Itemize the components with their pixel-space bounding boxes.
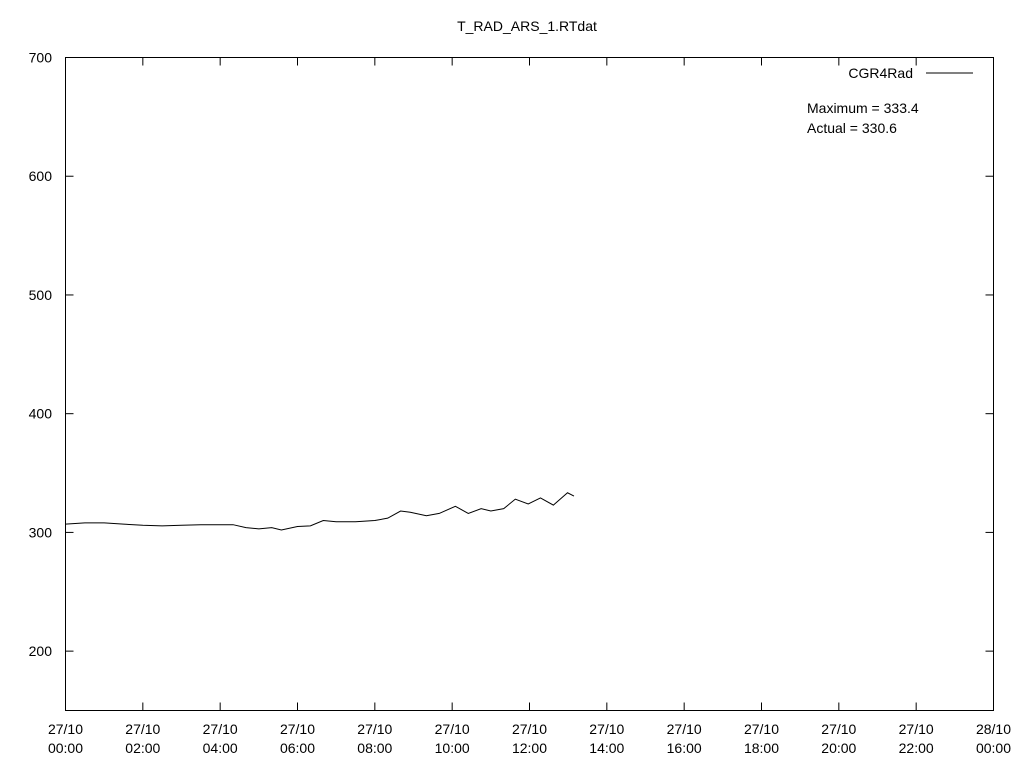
data-line	[65, 492, 575, 531]
x-tick-label: 27/10 14:00	[589, 721, 624, 756]
x-tick-label: 27/10 20:00	[821, 721, 856, 756]
plot-frame	[65, 57, 994, 711]
x-tick-label: 27/10 08:00	[357, 721, 392, 756]
x-tick-label: 27/10 06:00	[280, 721, 315, 756]
annotation: Maximum = 333.4	[807, 100, 919, 116]
chart-title: T_RAD_ARS_1.RTdat	[457, 18, 597, 34]
y-tick-label: 600	[29, 168, 53, 184]
annotation: Actual = 330.6	[807, 120, 897, 136]
legend-label: CGR4Rad	[848, 65, 913, 81]
x-tick-label: 27/10 02:00	[125, 721, 160, 756]
x-tick-label: 27/10 00:00	[48, 721, 83, 756]
x-tick-label: 27/10 16:00	[667, 721, 702, 756]
x-tick-label: 28/10 00:00	[976, 721, 1011, 756]
x-tick-label: 27/10 04:00	[203, 721, 238, 756]
y-tick-label: 200	[29, 643, 53, 659]
x-tick-label: 27/10 22:00	[899, 721, 934, 756]
x-tick-label: 27/10 10:00	[435, 721, 470, 756]
y-tick-label: 400	[29, 406, 53, 422]
x-tick-label: 27/10 18:00	[744, 721, 779, 756]
x-tick-label: 27/10 12:00	[512, 721, 547, 756]
y-tick-label: 500	[29, 287, 53, 303]
y-tick-label: 300	[29, 524, 53, 540]
y-tick-label: 700	[29, 50, 53, 66]
